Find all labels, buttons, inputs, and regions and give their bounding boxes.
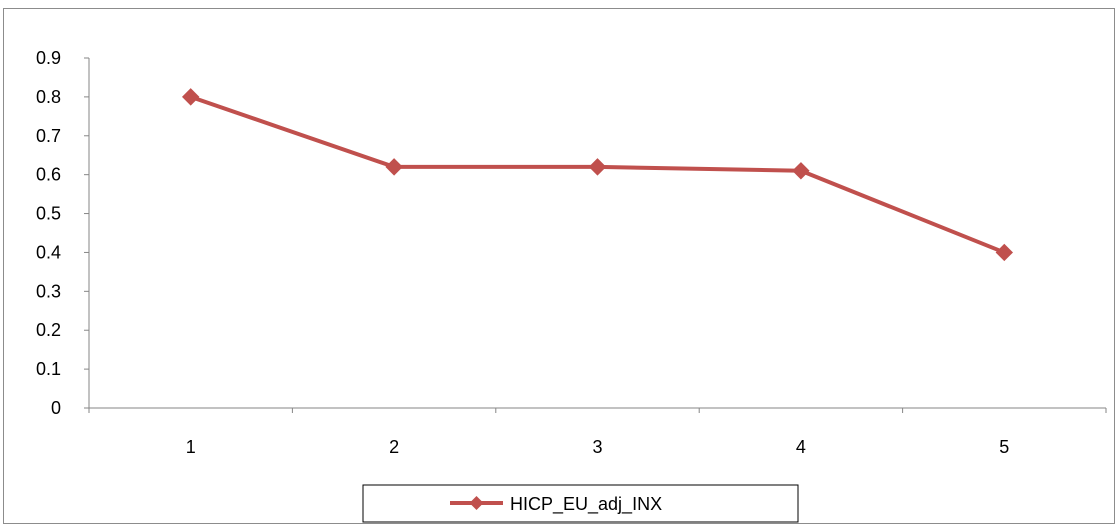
y-tick-labels: 0 0.1 0.2 0.3 0.4 0.5 0.6 0.7 0.8 0.9: [36, 48, 61, 418]
y-tick-label: 0.3: [36, 281, 61, 301]
x-tick-label: 4: [796, 437, 806, 457]
data-point-marker: [995, 243, 1014, 262]
y-tick-label: 0: [51, 398, 61, 418]
series-group: [181, 88, 1014, 262]
y-tick-label: 0.9: [36, 48, 61, 68]
data-point-marker: [385, 158, 403, 176]
x-tick-label: 5: [999, 437, 1009, 457]
y-tick-label: 0.6: [36, 165, 61, 185]
data-point-marker: [792, 162, 810, 180]
axes: [84, 57, 1107, 413]
y-tick-label: 0.2: [36, 320, 61, 340]
legend-diamond-marker: [469, 496, 484, 510]
legend: HICP_EU_adj_INX: [362, 484, 799, 523]
data-point-marker: [181, 88, 200, 106]
y-tick-label: 0.7: [36, 126, 61, 146]
data-point-marker: [588, 158, 607, 176]
x-tick-labels: 1 2 3 4 5: [186, 437, 1010, 457]
x-tick-label: 3: [592, 437, 602, 457]
y-tick-label: 0.1: [36, 359, 61, 379]
x-tick-label: 2: [389, 437, 399, 457]
legend-label: HICP_EU_adj_INX: [510, 494, 662, 515]
x-tick-label: 1: [186, 437, 196, 457]
y-tick-label: 0.5: [36, 204, 61, 224]
y-tick-label: 0.4: [36, 242, 61, 262]
legend-box: [362, 484, 799, 523]
y-tick-label: 0.8: [36, 87, 61, 107]
